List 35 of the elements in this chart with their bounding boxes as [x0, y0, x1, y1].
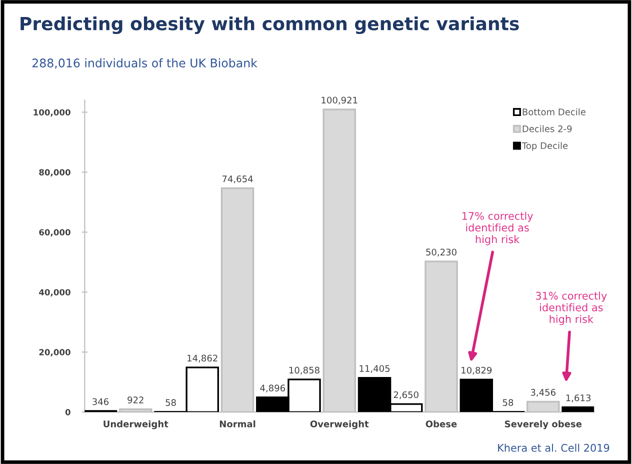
text: 58: [166, 399, 176, 406]
annotation: 31% correctly identified as high risk: [536, 292, 607, 326]
y-tick-label: 60,000: [39, 229, 70, 236]
chart-subtitle: 288,016 individuals of the UK Biobank: [32, 58, 258, 69]
x-tick-label: Severely obese: [504, 420, 582, 430]
text: 58: [502, 399, 514, 406]
y-tick-label: 80,000: [39, 169, 70, 177]
text: 922: [128, 396, 144, 404]
legend-label: Deciles 2-9: [522, 125, 572, 132]
text: 14,862: [188, 354, 218, 362]
y-tick-label: 20,000: [39, 349, 70, 356]
x-tick-label: Obese: [426, 420, 457, 428]
x-tick-label: Normal: [220, 420, 256, 428]
text: 346: [92, 398, 109, 406]
text: 74,654: [222, 175, 253, 184]
text: 50,230: [426, 248, 456, 256]
bar: [562, 406, 594, 412]
y-tick-label: 40,000: [39, 289, 70, 296]
x-tick-label: Overweight: [310, 420, 369, 430]
x-tick-label: Underweight: [104, 420, 168, 430]
y-tick-label: 100,000: [34, 109, 70, 117]
text: 11,405: [360, 365, 390, 373]
text: 10,829: [462, 366, 492, 375]
text: 2,650: [394, 391, 418, 400]
chart-title: Predicting obesity with common genetic variants: [20, 16, 519, 34]
text: 100,921: [322, 96, 358, 104]
text: 1,613: [566, 394, 590, 402]
legend-label: Top Decile: [522, 142, 568, 151]
text: 10,858: [289, 366, 320, 374]
y-tick-label: 0: [65, 409, 70, 416]
annotation: 17% correctly identified as high risk: [462, 212, 533, 246]
text: Khera et al. Cell 2019: [498, 444, 610, 452]
legend-label: Bottom Decile: [522, 108, 586, 116]
text: 3,456: [530, 388, 556, 397]
text: 4,896: [260, 384, 286, 392]
